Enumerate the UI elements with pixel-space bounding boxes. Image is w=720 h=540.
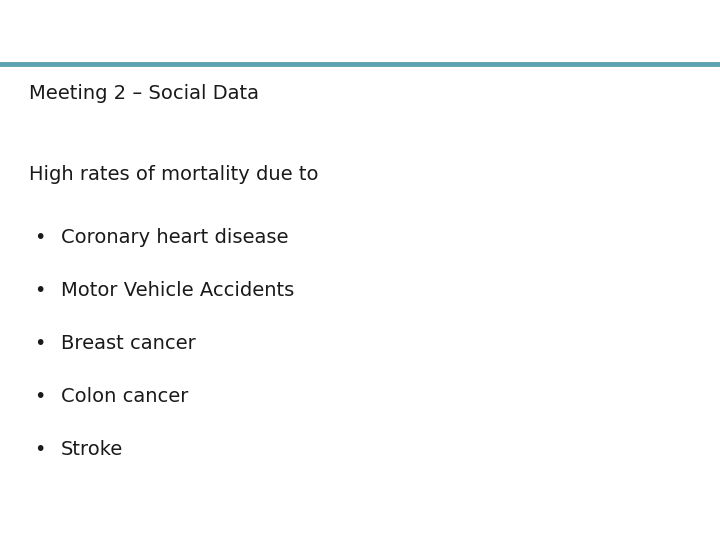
Text: •: • — [35, 228, 46, 247]
Text: •: • — [35, 387, 46, 406]
Text: Stroke: Stroke — [61, 440, 123, 458]
Text: Coronary heart disease: Coronary heart disease — [61, 228, 289, 247]
Text: Meeting 2 – Social Data: Meeting 2 – Social Data — [29, 84, 258, 103]
Text: •: • — [35, 334, 46, 353]
Text: Breast cancer: Breast cancer — [61, 334, 196, 353]
Text: Motor Vehicle Accidents: Motor Vehicle Accidents — [61, 281, 294, 300]
Text: •: • — [35, 440, 46, 458]
Text: High rates of mortality due to: High rates of mortality due to — [29, 165, 318, 184]
Text: •: • — [35, 281, 46, 300]
Text: Colon cancer: Colon cancer — [61, 387, 189, 406]
